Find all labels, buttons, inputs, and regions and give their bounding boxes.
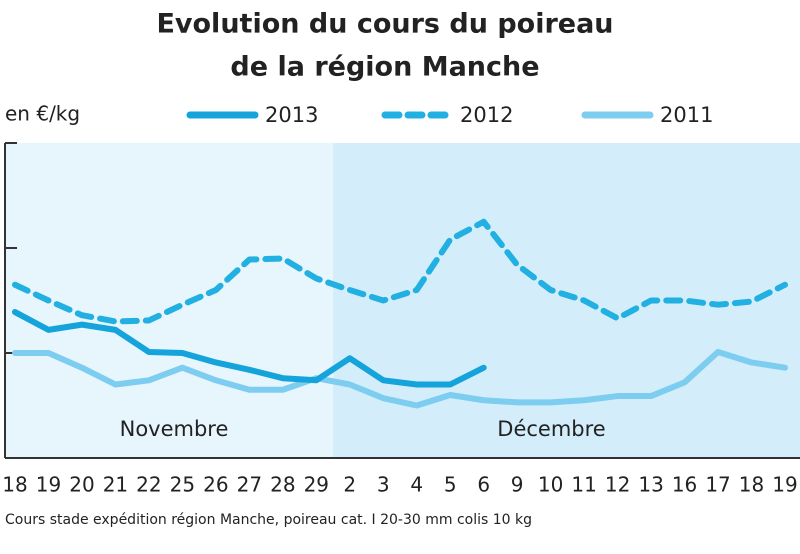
plot-background xyxy=(333,143,800,458)
x-tick-label: 10 xyxy=(538,473,563,497)
x-tick-label: 16 xyxy=(672,473,697,497)
series-line xyxy=(12,348,788,409)
x-tick-label: 18 xyxy=(2,473,27,497)
series-line xyxy=(12,218,788,325)
chart-title: de la région Manche xyxy=(230,52,539,83)
x-tick-label: 5 xyxy=(444,473,457,497)
y-axis-label: en €/kg xyxy=(5,102,80,126)
x-tick-label: 11 xyxy=(571,473,596,497)
x-tick-label: 28 xyxy=(270,473,295,497)
x-tick-label: 12 xyxy=(605,473,630,497)
series-line xyxy=(12,309,487,388)
x-tick-label: 25 xyxy=(170,473,195,497)
chart-title: Evolution du cours du poireau xyxy=(156,9,613,40)
source-note: Cours stade expédition région Manche, po… xyxy=(5,512,532,528)
legend-label: 2013 xyxy=(265,103,318,127)
x-tick-label: 21 xyxy=(103,473,128,497)
x-tick-label: 18 xyxy=(739,473,764,497)
plot-background xyxy=(5,143,334,458)
x-tick-label: 26 xyxy=(203,473,228,497)
legend-label: 2011 xyxy=(660,103,713,127)
x-tick-label: 13 xyxy=(638,473,663,497)
x-tick-label: 3 xyxy=(377,473,390,497)
x-tick-label: 17 xyxy=(705,473,730,497)
x-tick-label: 4 xyxy=(410,473,423,497)
x-tick-label: 2 xyxy=(343,473,356,497)
x-tick-label: 29 xyxy=(304,473,329,497)
x-tick-label: 22 xyxy=(136,473,161,497)
x-tick-label: 19 xyxy=(36,473,61,497)
x-tick-label: 19 xyxy=(772,473,797,497)
x-tick-label: 6 xyxy=(477,473,490,497)
x-tick-label: 9 xyxy=(511,473,524,497)
x-tick-label: 27 xyxy=(237,473,262,497)
month-label: Décembre xyxy=(497,417,605,441)
month-label: Novembre xyxy=(120,417,229,441)
legend-label: 2012 xyxy=(460,103,513,127)
x-tick-label: 20 xyxy=(69,473,94,497)
